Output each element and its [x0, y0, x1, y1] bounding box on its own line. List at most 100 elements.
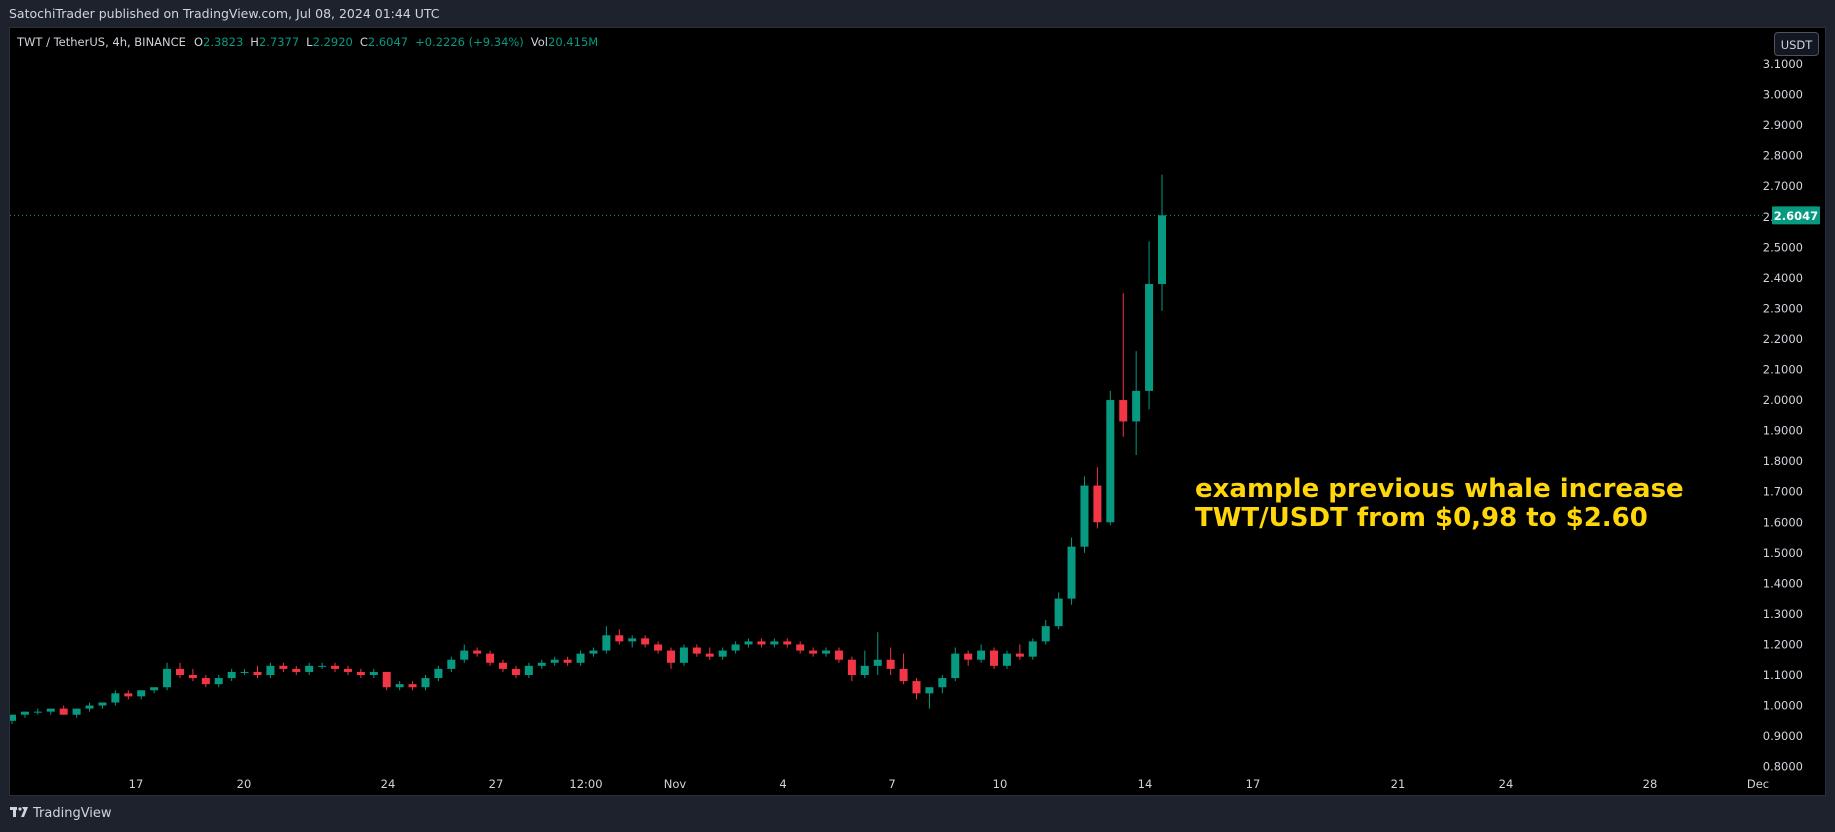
candle-body — [964, 653, 973, 660]
candle-body — [343, 668, 352, 672]
chart-panel[interactable]: 3.10003.00002.90002.80002.70002.60002.50… — [9, 27, 1826, 796]
candle-body — [692, 647, 701, 654]
candle-body — [460, 650, 469, 660]
candle-body — [718, 650, 727, 657]
candle-body — [938, 678, 947, 688]
candle-body — [796, 644, 805, 651]
candle-body — [111, 693, 120, 703]
candle-body — [925, 687, 934, 694]
candle-body — [809, 650, 818, 654]
x-tick-label: 27 — [489, 777, 504, 791]
x-tick-label: Dec — [1747, 777, 1769, 791]
candlestick-chart[interactable]: 3.10003.00002.90002.80002.70002.60002.50… — [10, 28, 1827, 797]
candle-body — [421, 678, 430, 688]
y-tick-label: 3.0000 — [1763, 88, 1803, 102]
candle-body — [511, 668, 520, 675]
candle-body — [550, 659, 559, 663]
candle-body — [59, 708, 68, 715]
candle-body — [1132, 390, 1141, 422]
candle-body — [1002, 653, 1011, 666]
x-tick-label: Nov — [664, 777, 687, 791]
publish-info: SatochiTrader published on TradingView.c… — [0, 0, 1835, 27]
y-tick-label: 2.1000 — [1763, 363, 1803, 377]
candle-body — [292, 668, 301, 672]
candle-body — [137, 690, 146, 697]
candle-body — [899, 668, 908, 682]
annotation-line-1: example previous whale increase — [1195, 474, 1684, 504]
high-value: 2.7377 — [258, 35, 300, 49]
candle-body — [757, 641, 766, 645]
candle-body — [951, 653, 960, 679]
candle-body — [434, 668, 443, 679]
candle-body — [85, 705, 94, 709]
low-label: L — [306, 35, 313, 49]
candle-body — [641, 638, 650, 645]
candle-body — [679, 647, 688, 663]
x-tick-label: 24 — [381, 777, 396, 791]
y-tick-label: 3.1000 — [1763, 57, 1803, 71]
candle-body — [705, 653, 714, 657]
high-label: H — [250, 35, 259, 49]
ohlc-legend: TWT / TetherUS, 4h, BINANCE O2.3823 H2.737… — [17, 35, 605, 49]
currency-button[interactable]: USDT — [1774, 32, 1819, 56]
y-tick-label: 1.7000 — [1763, 485, 1803, 499]
x-tick-label: 24 — [1499, 777, 1514, 791]
candle-body — [847, 659, 856, 675]
last-price-badge — [1772, 206, 1820, 225]
y-tick-label: 2.8000 — [1763, 149, 1803, 163]
candle-body — [214, 678, 223, 685]
candle-body — [395, 684, 404, 688]
x-tick-label: 20 — [237, 777, 252, 791]
candle-body — [408, 684, 417, 688]
candle-body — [98, 702, 107, 706]
x-tick-label: 28 — [1643, 777, 1658, 791]
x-tick-label: 21 — [1391, 777, 1406, 791]
candle-body — [537, 662, 546, 666]
y-tick-label: 1.2000 — [1763, 637, 1803, 651]
close-label: C — [359, 35, 368, 49]
change-value: +0.2226 (+9.34%) — [415, 35, 524, 49]
y-tick-label: 1.0000 — [1763, 699, 1803, 713]
candle-body — [666, 650, 675, 663]
candle-body — [150, 687, 159, 691]
volume-value: 20.415M — [548, 35, 599, 49]
y-tick-label: 1.9000 — [1763, 424, 1803, 438]
tradingview-logo[interactable]: TradingView — [10, 806, 112, 821]
candle-body — [175, 668, 184, 675]
x-tick-label: 17 — [129, 777, 144, 791]
x-tick-label: 17 — [1246, 777, 1261, 791]
low-value: 2.2920 — [312, 35, 353, 49]
symbol-label[interactable]: TWT / TetherUS, 4h, BINANCE — [17, 35, 186, 49]
y-tick-label: 2.7000 — [1763, 179, 1803, 193]
candle-body — [834, 650, 843, 660]
x-tick-label: 10 — [993, 777, 1008, 791]
candle-body — [860, 665, 869, 675]
y-tick-label: 1.3000 — [1763, 607, 1803, 621]
candle-body — [654, 644, 663, 651]
candle-body — [20, 711, 29, 715]
volume-label: Vol — [530, 35, 549, 49]
candle-body — [499, 662, 508, 669]
y-tick-label: 2.5000 — [1763, 240, 1803, 254]
open-label: O — [193, 35, 204, 49]
candle-body — [1145, 283, 1154, 391]
candle-body — [783, 641, 792, 645]
candle-body — [473, 650, 482, 654]
y-tick-label: 0.9000 — [1763, 729, 1803, 743]
candle-body — [1080, 485, 1089, 547]
candle-body — [1054, 598, 1063, 627]
candle-body — [1157, 215, 1167, 284]
chart-annotation: example previous whale increase TWT/USDT… — [1195, 475, 1684, 533]
candle-body — [46, 708, 55, 712]
y-tick-label: 2.2000 — [1763, 332, 1803, 346]
x-tick-label: 7 — [888, 777, 895, 791]
candle-body — [886, 659, 895, 669]
candle-body — [1093, 485, 1102, 523]
tradingview-logo-icon — [10, 806, 28, 821]
candle-body — [563, 659, 572, 663]
candle-body — [253, 671, 262, 675]
candle-body — [486, 653, 495, 663]
x-tick-label: 12:00 — [569, 777, 602, 791]
candle-body — [628, 638, 637, 642]
candle-body — [1015, 653, 1024, 657]
